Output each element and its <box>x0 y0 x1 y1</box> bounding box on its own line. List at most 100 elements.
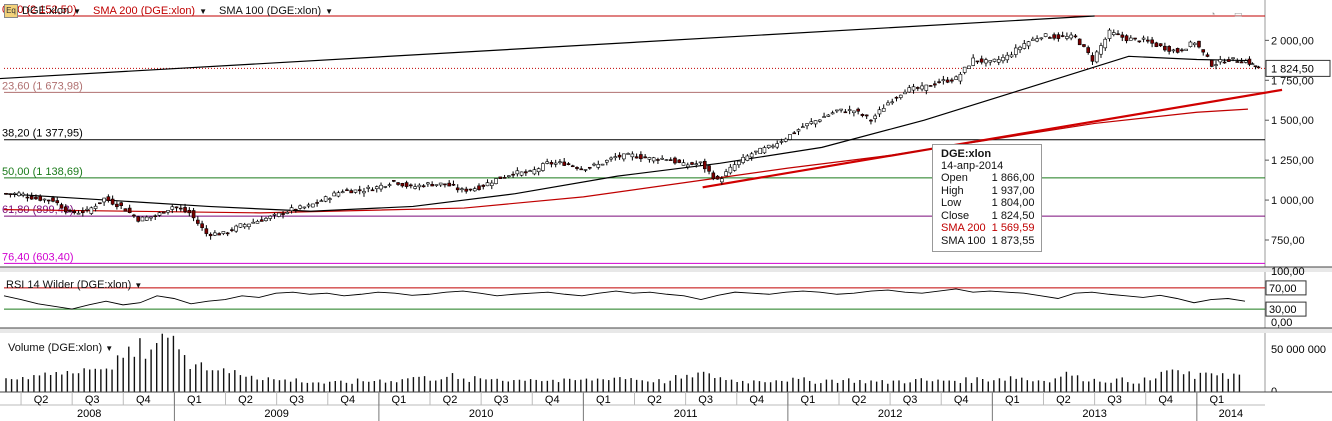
candle-body <box>1090 55 1095 62</box>
sma200-legend[interactable]: SMA 200 (DGE:xlon) <box>93 5 196 17</box>
price-tick-label: 1 000,00 <box>1271 195 1314 207</box>
candle-body <box>502 177 507 179</box>
price-tick-label: 2 000,00 <box>1271 35 1314 47</box>
candle-body <box>605 159 609 163</box>
candle-body <box>1167 46 1171 52</box>
candle-body <box>984 59 988 64</box>
candle-body <box>1060 35 1065 37</box>
tooltip-row-high: High 1 937,00 <box>941 185 1034 198</box>
candle-body <box>1129 37 1133 41</box>
clock-icon[interactable]: ◔ <box>1210 9 1216 19</box>
price-tick-label: 750,00 <box>1271 235 1305 247</box>
candle-body <box>89 207 94 214</box>
year-label: 2014 <box>1219 408 1243 420</box>
year-label: 2013 <box>1082 408 1106 420</box>
quarter-label: Q4 <box>954 394 969 406</box>
candle-body <box>528 170 532 172</box>
quarter-label: Q3 <box>698 394 713 406</box>
candle-body <box>511 173 515 176</box>
candle-body <box>835 109 839 112</box>
candle-body <box>1116 33 1120 36</box>
candle-body <box>979 58 984 63</box>
candle-body <box>1163 45 1167 51</box>
chevron-down-icon[interactable]: ▼ <box>325 6 334 16</box>
minimize-icon[interactable]: ▭ <box>1234 9 1243 19</box>
candle-body <box>758 147 762 155</box>
tooltip-high-value: 1 937,00 <box>991 184 1035 197</box>
tooltip-low-value: 1 804,00 <box>991 197 1035 209</box>
candle-body <box>1005 54 1010 61</box>
candle-body <box>715 175 720 180</box>
candle-body <box>651 157 656 162</box>
equity-icon[interactable]: Eq <box>4 4 18 18</box>
candle-body <box>1222 61 1227 64</box>
candle-body <box>170 206 175 210</box>
candle-body <box>745 155 750 161</box>
candle-body <box>1043 33 1048 37</box>
candle-body <box>251 221 256 224</box>
sma200-line <box>3 108 1248 214</box>
chevron-down-icon[interactable]: ▼ <box>134 281 143 290</box>
candle-body <box>771 145 775 148</box>
candle-body <box>754 150 758 153</box>
candle-body <box>472 188 477 192</box>
candle-body <box>1141 37 1146 40</box>
candle-body <box>242 224 247 228</box>
candle-body <box>217 233 221 236</box>
pane-separator <box>0 267 1332 272</box>
sma100-line <box>3 55 1248 212</box>
tooltip-date: 14-апр-2014 <box>941 160 1004 172</box>
quarter-label: Q1 <box>596 394 611 406</box>
candle-body <box>489 182 494 186</box>
quarter-label: Q2 <box>1056 394 1071 406</box>
candle-body <box>353 189 358 193</box>
candle-body <box>664 159 669 161</box>
chevron-down-icon[interactable]: ▼ <box>199 6 208 16</box>
candle-body <box>340 191 345 194</box>
candle-body <box>860 114 865 116</box>
candle-body <box>1056 34 1061 39</box>
pane-separator <box>0 328 1332 333</box>
candle-body <box>51 197 55 202</box>
candle-body <box>328 198 332 200</box>
candle-body <box>4 193 8 195</box>
candle-body <box>971 57 975 66</box>
symbol-label[interactable]: DGE:xlon <box>22 5 70 17</box>
candle-body <box>720 178 724 183</box>
candle-body <box>737 160 741 166</box>
candle-body <box>847 109 852 111</box>
candle-body <box>724 171 728 177</box>
quarter-label: Q4 <box>545 394 560 406</box>
candle-body <box>336 192 341 197</box>
candle-body <box>430 184 434 187</box>
fibonacci-label: 38,20 (1 377,95) <box>2 128 83 140</box>
candle-body <box>238 223 243 228</box>
candle-body <box>276 212 281 217</box>
candle-body <box>728 166 733 174</box>
candle-body <box>357 189 362 192</box>
candle-body <box>1205 54 1210 57</box>
candle-body <box>1201 49 1206 53</box>
candle-body <box>967 65 971 69</box>
candle-body <box>477 185 481 190</box>
rsi-tick-label: 100,00 <box>1271 266 1305 278</box>
candle-body <box>711 172 716 180</box>
rsi-label[interactable]: RSI 14 Wilder (DGE:xlon) <box>6 279 132 291</box>
sma100-legend[interactable]: SMA 100 (DGE:xlon) <box>219 5 322 17</box>
candle-body <box>920 85 924 90</box>
candle-body <box>818 119 822 122</box>
chevron-down-icon[interactable]: ▼ <box>105 344 114 353</box>
quarter-label: Q3 <box>494 394 509 406</box>
volume-label[interactable]: Volume (DGE:xlon) <box>8 342 103 354</box>
candle-body <box>455 187 460 191</box>
chevron-down-icon[interactable]: ▼ <box>73 6 81 16</box>
candle-body <box>102 197 106 203</box>
candle-body <box>157 212 162 216</box>
candle-body <box>1235 61 1240 63</box>
candle-body <box>592 163 596 166</box>
candle-body <box>268 215 273 219</box>
candle-body <box>55 200 60 204</box>
candle-body <box>553 162 558 165</box>
candle-body <box>136 216 140 222</box>
candle-body <box>613 156 618 159</box>
